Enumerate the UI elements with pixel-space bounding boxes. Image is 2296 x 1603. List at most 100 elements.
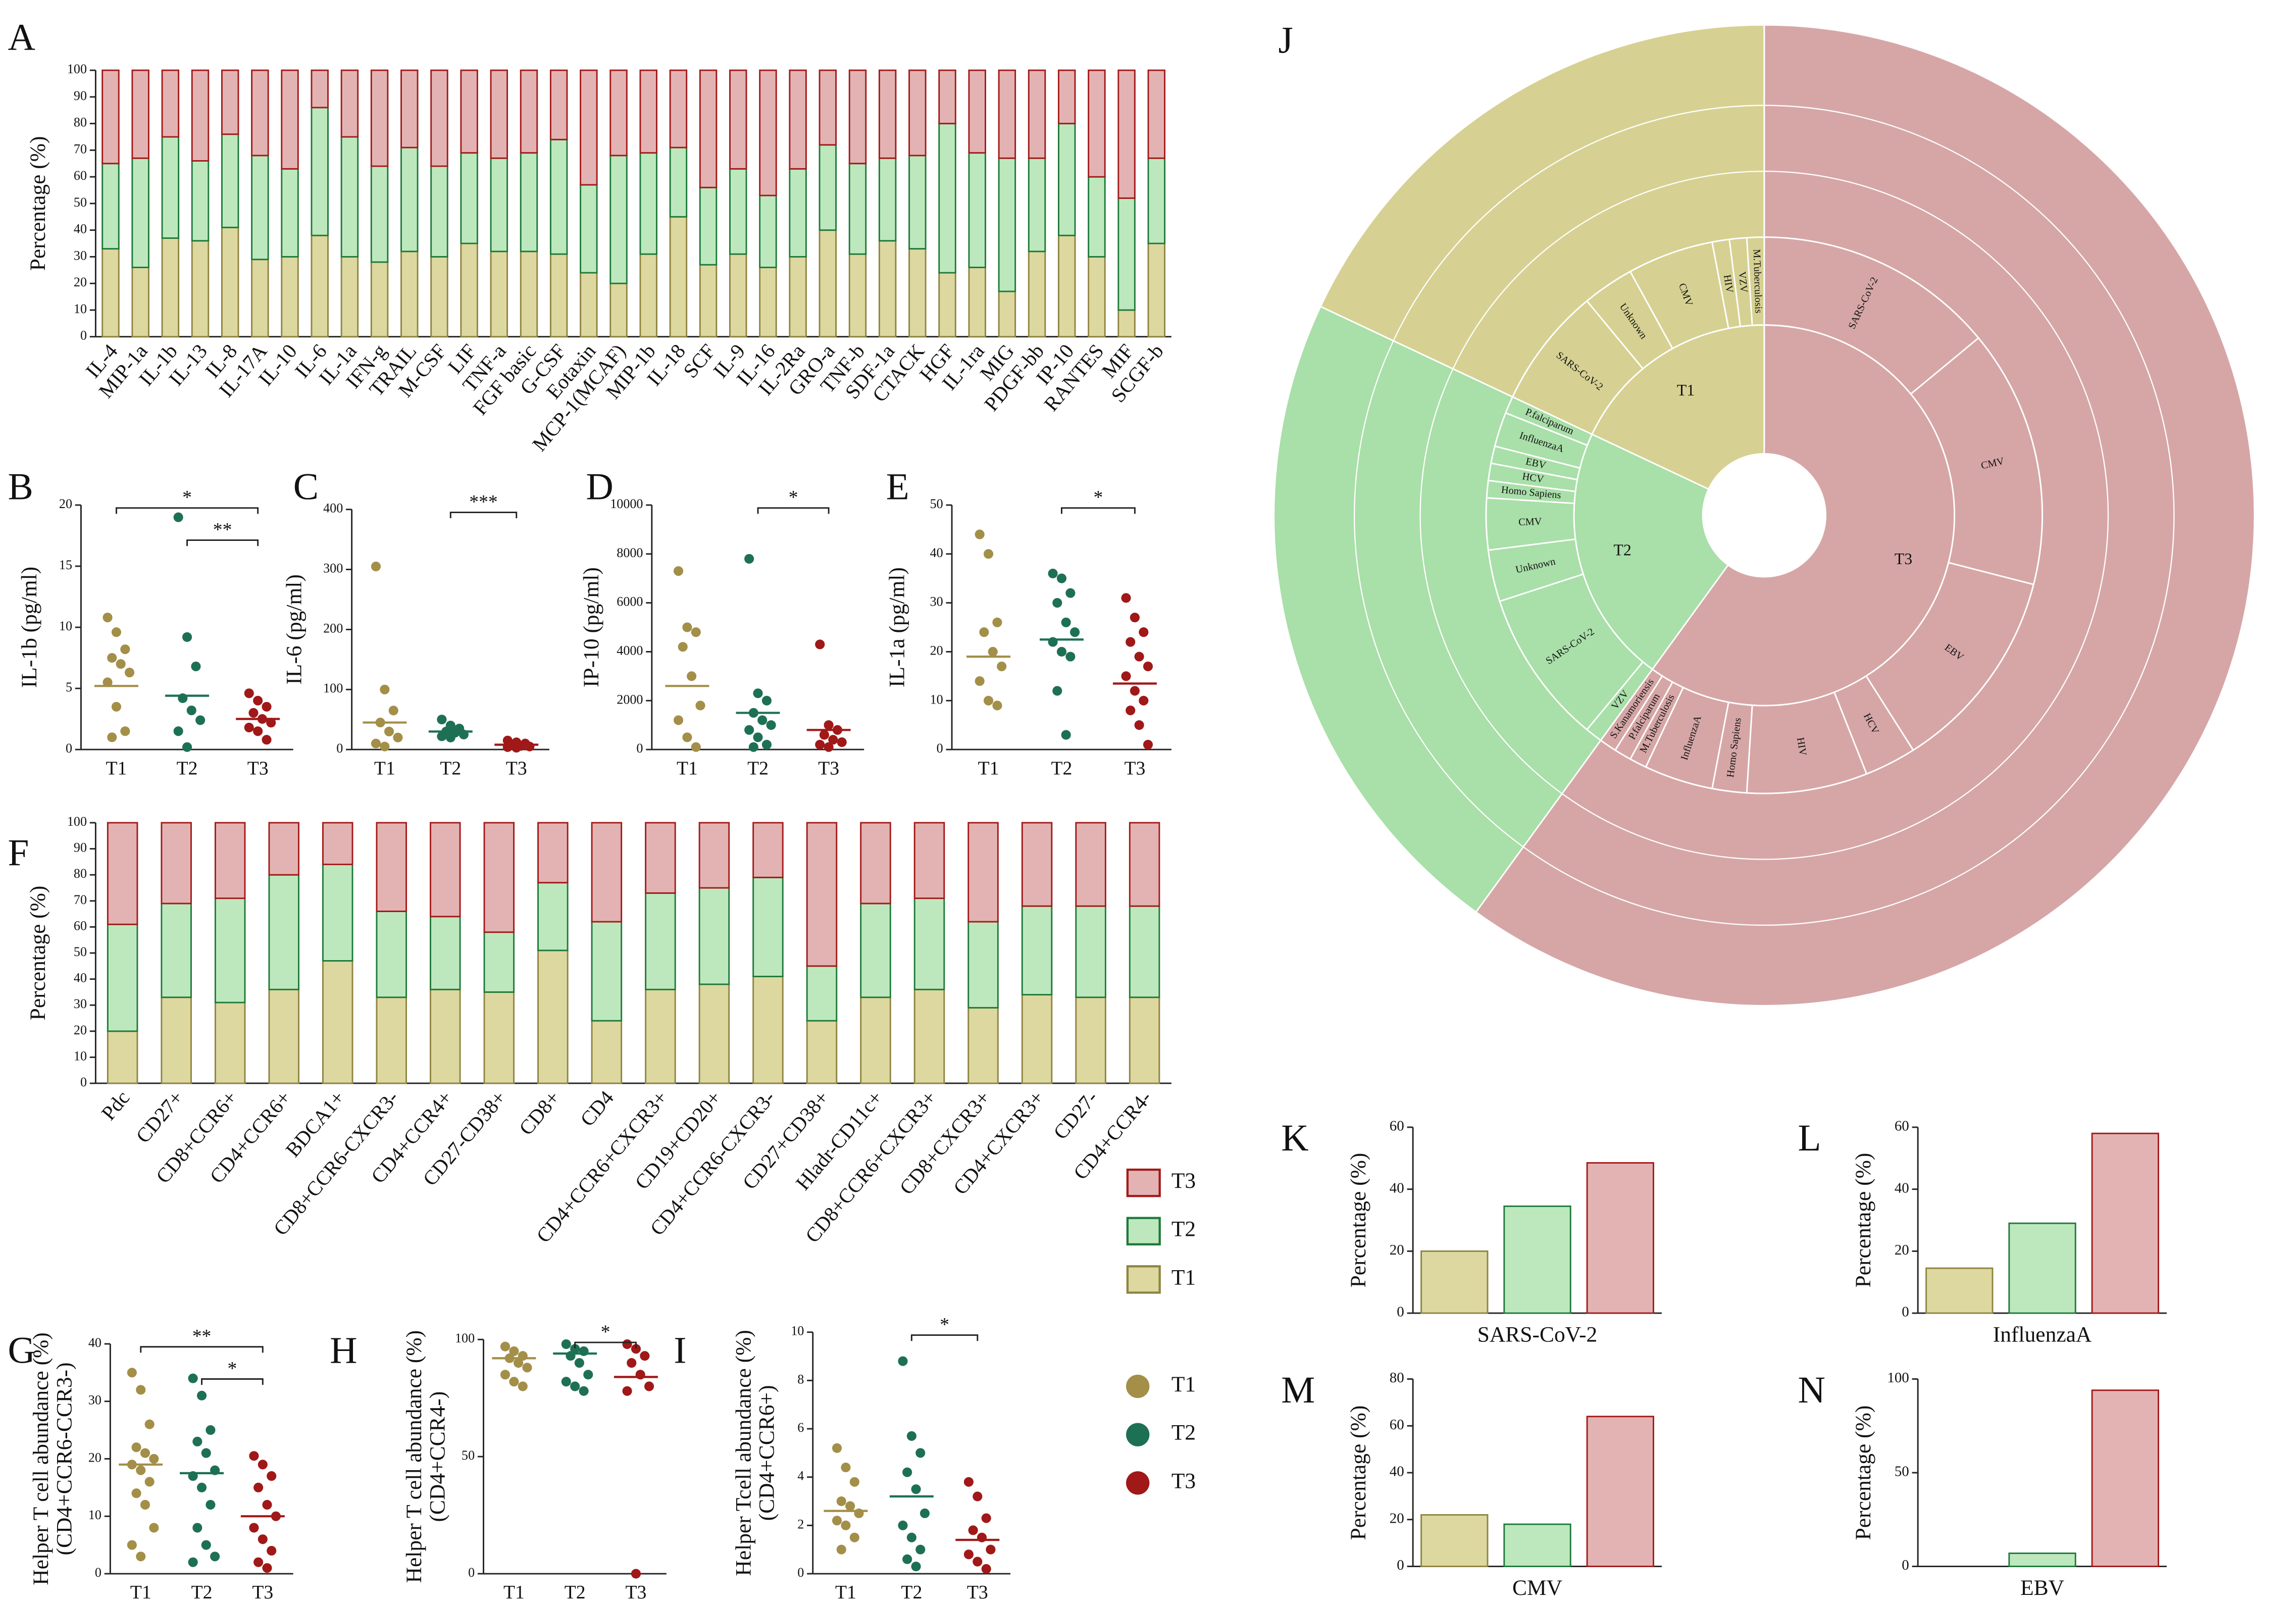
bar-segment bbox=[214, 822, 246, 899]
bar-segment bbox=[107, 923, 138, 1032]
bar-segment bbox=[1129, 996, 1160, 1084]
data-point bbox=[1134, 652, 1144, 662]
data-point bbox=[127, 1368, 137, 1378]
y-axis-label: Percentage (%) bbox=[1851, 1406, 1875, 1540]
bar-segment bbox=[806, 965, 838, 1022]
data-point bbox=[258, 1534, 268, 1544]
data-point bbox=[898, 1356, 908, 1366]
bar-segment bbox=[848, 253, 867, 338]
data-point bbox=[136, 1551, 146, 1562]
data-point bbox=[988, 646, 998, 657]
x-tick-label: T1 bbox=[130, 1582, 151, 1603]
bar-segment bbox=[1028, 69, 1046, 159]
bar-segment bbox=[191, 240, 210, 338]
bar-segment bbox=[311, 69, 329, 109]
y-axis-label: Helper T cell abundance (%) bbox=[402, 1330, 426, 1583]
bar-segment bbox=[107, 822, 138, 925]
bar-segment bbox=[1028, 157, 1046, 253]
data-point bbox=[627, 1358, 637, 1368]
bar-segment bbox=[639, 253, 657, 338]
significance-bracket bbox=[910, 1334, 979, 1341]
y-tick-label: 20 bbox=[59, 496, 72, 511]
bar-segment bbox=[370, 69, 389, 167]
panel-letter: D bbox=[586, 466, 613, 508]
data-point bbox=[380, 684, 390, 694]
y-axis-label: Percentage (%) bbox=[1346, 1153, 1370, 1288]
segment-label: T3 bbox=[1895, 550, 1912, 568]
data-point bbox=[1061, 617, 1071, 627]
y-tick-label: 10 bbox=[74, 302, 87, 316]
data-point bbox=[644, 1381, 654, 1391]
bar-segment bbox=[848, 163, 867, 255]
ring-divider bbox=[1452, 170, 1764, 369]
data-point bbox=[815, 639, 825, 649]
data-point bbox=[682, 732, 692, 742]
bar-segment bbox=[131, 69, 149, 159]
ring-divider bbox=[1393, 105, 1764, 341]
bar-segment bbox=[669, 69, 688, 148]
data-point bbox=[753, 732, 763, 742]
bar-segment bbox=[549, 138, 568, 255]
y-tick-label: 50 bbox=[462, 1448, 475, 1463]
sunburst-hole bbox=[1703, 454, 1826, 577]
bar-segment bbox=[1117, 197, 1136, 311]
x-tick-label: T2 bbox=[440, 758, 461, 779]
bar-segment bbox=[537, 882, 569, 951]
data-point bbox=[837, 737, 847, 747]
bar-segment bbox=[1147, 242, 1166, 338]
bar-segment bbox=[759, 69, 777, 196]
data-point bbox=[992, 617, 1002, 627]
bar-segment bbox=[645, 988, 676, 1084]
bar-segment bbox=[376, 822, 407, 912]
data-point bbox=[979, 627, 989, 637]
data-point bbox=[262, 1499, 272, 1510]
bar-segment bbox=[591, 1020, 623, 1084]
y-tick-label: 10000 bbox=[610, 496, 643, 511]
data-point bbox=[253, 1557, 264, 1567]
bar-segment bbox=[998, 157, 1016, 292]
data-point bbox=[136, 1465, 146, 1475]
panel-letter: A bbox=[8, 16, 35, 58]
sunburst-subsegment bbox=[1910, 337, 2043, 586]
bar-segment bbox=[1058, 69, 1076, 125]
significance-bracket bbox=[757, 507, 830, 514]
y-tick-label: 90 bbox=[74, 840, 87, 855]
data-point bbox=[761, 739, 772, 749]
y-tick-label: 4 bbox=[797, 1469, 804, 1483]
y-tick-label: 70 bbox=[74, 141, 87, 156]
data-point bbox=[622, 1386, 632, 1396]
significance-label: * bbox=[1094, 487, 1103, 508]
significance-bracket bbox=[115, 507, 259, 514]
bar-segment bbox=[580, 69, 598, 186]
bar-segment bbox=[752, 822, 784, 878]
bar-segment bbox=[370, 261, 389, 338]
data-point bbox=[819, 730, 829, 740]
y-axis-label: IL-1b (pg/ml) bbox=[17, 567, 41, 688]
bar-segment bbox=[537, 949, 569, 1084]
data-point bbox=[248, 708, 259, 718]
significance-bracket bbox=[574, 1341, 637, 1348]
x-tick-label: T1 bbox=[835, 1582, 856, 1603]
data-point bbox=[915, 1448, 926, 1458]
data-point bbox=[514, 1358, 524, 1368]
bar-segment bbox=[131, 157, 149, 268]
data-point bbox=[898, 1520, 908, 1530]
bar-segment bbox=[938, 123, 956, 274]
data-point bbox=[253, 695, 263, 706]
y-tick-label: 100 bbox=[323, 681, 343, 695]
legend-label: T1 bbox=[1171, 1265, 1196, 1289]
data-point bbox=[525, 741, 535, 752]
y-axis-label: Percentage (%) bbox=[1851, 1153, 1875, 1288]
data-point bbox=[968, 1525, 978, 1535]
bar-segment bbox=[460, 69, 478, 154]
y-tick-label: 40 bbox=[1895, 1180, 1909, 1196]
data-point bbox=[1143, 661, 1153, 672]
bar-segment bbox=[609, 282, 628, 338]
data-point bbox=[981, 1513, 991, 1523]
bar-segment bbox=[322, 822, 353, 866]
bar-segment bbox=[161, 822, 192, 905]
bar-segment bbox=[729, 168, 747, 255]
bar-segment bbox=[1147, 69, 1166, 159]
panel-letter: B bbox=[8, 466, 33, 508]
data-point bbox=[188, 1557, 198, 1567]
